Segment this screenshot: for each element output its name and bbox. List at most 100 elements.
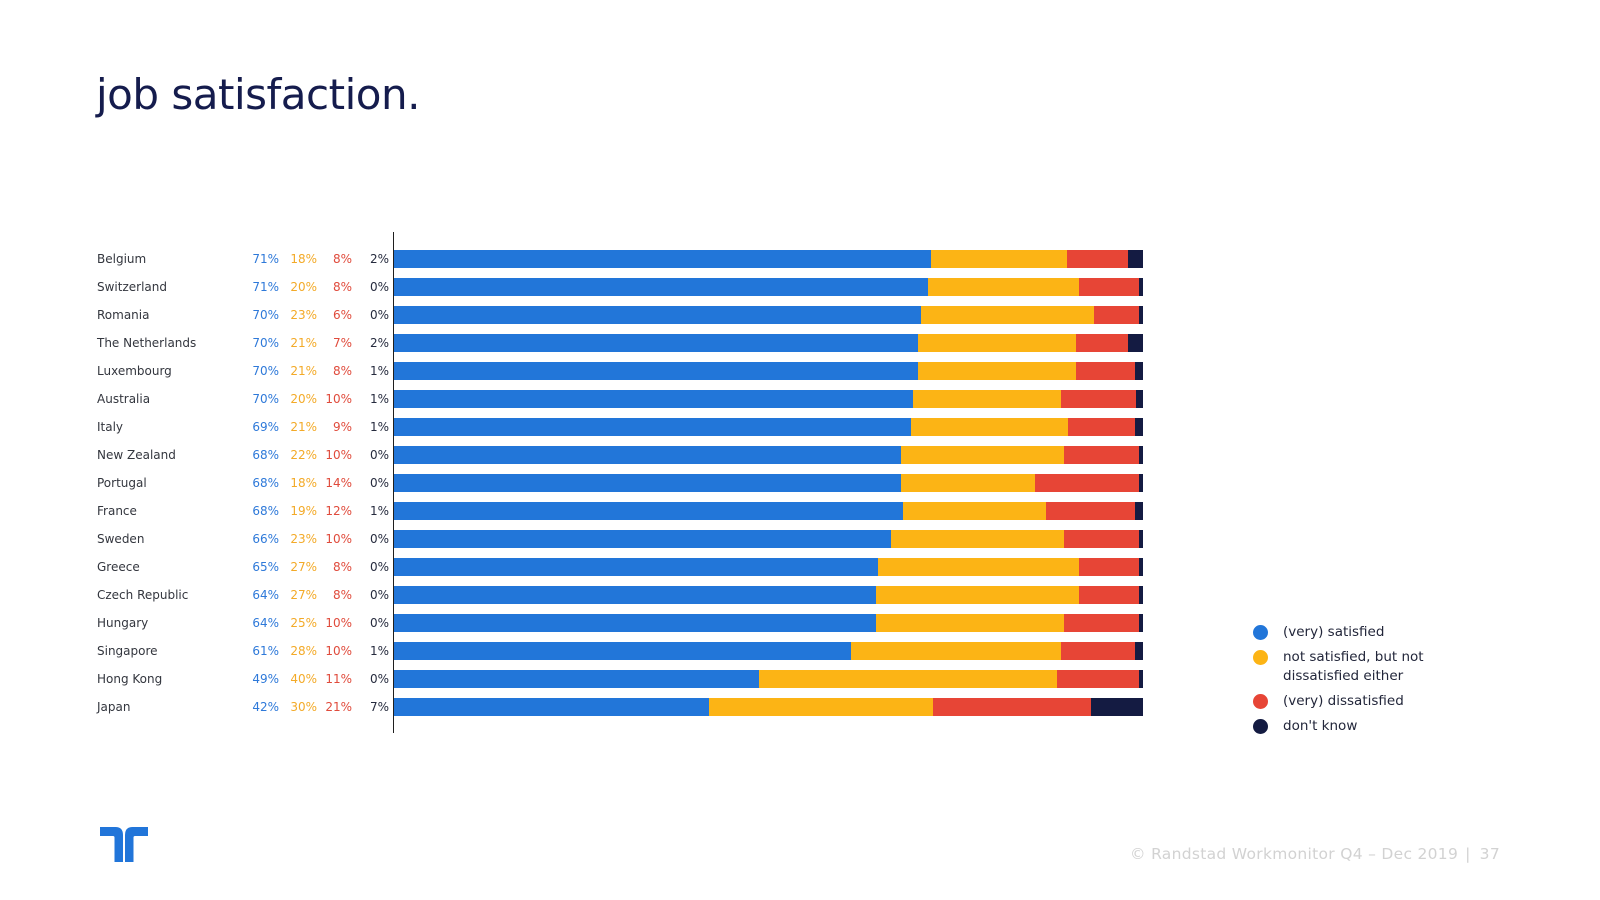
value-dont-know: 0% — [369, 616, 389, 630]
chart-row: Italy 69% 21% 9% 1% — [97, 413, 1143, 441]
bar-segment-dissatisfied — [1078, 278, 1139, 296]
stacked-bar — [394, 446, 1143, 464]
country-label: Australia — [97, 392, 151, 406]
bar-segment-neutral — [931, 250, 1068, 268]
value-dont-know: 1% — [369, 420, 389, 434]
legend-label: (very) dissatisfied — [1283, 693, 1404, 709]
value-dissatisfied: 8% — [332, 560, 352, 574]
value-neutral: 30% — [290, 700, 317, 714]
bar-segment-dont-know — [1135, 642, 1143, 660]
bar-segment-dont-know — [1135, 418, 1143, 436]
bar-segment-dont-know — [1138, 278, 1143, 296]
chart-row: Hungary 64% 25% 10% 0% — [97, 609, 1143, 637]
bar-segment-dont-know — [1138, 446, 1143, 464]
chart-row: Luxembourg 70% 21% 8% 1% — [97, 357, 1143, 385]
value-satisfied: 68% — [252, 476, 279, 490]
value-neutral: 21% — [290, 420, 317, 434]
value-satisfied: 70% — [252, 392, 279, 406]
value-dont-know: 2% — [369, 336, 389, 350]
value-dont-know: 0% — [369, 588, 389, 602]
country-label: The Netherlands — [97, 336, 197, 350]
bar-segment-satisfied — [394, 586, 876, 604]
bar-segment-dont-know — [1138, 614, 1143, 632]
value-satisfied: 66% — [252, 532, 279, 546]
bar-segment-neutral — [850, 642, 1061, 660]
value-dont-know: 0% — [369, 672, 389, 686]
value-dissatisfied: 8% — [332, 252, 352, 266]
stacked-bar — [394, 362, 1143, 380]
bar-segment-dissatisfied — [1060, 642, 1136, 660]
chart-row: Sweden 66% 23% 10% 0% — [97, 525, 1143, 553]
footer-page-number: 37 — [1479, 845, 1500, 863]
value-dissatisfied: 10% — [325, 616, 352, 630]
bar-segment-dissatisfied — [1063, 530, 1139, 548]
value-satisfied: 68% — [252, 448, 279, 462]
legend: (very) satisfied not satisfied, but not d… — [1253, 623, 1468, 742]
bar-segment-dont-know — [1128, 334, 1143, 352]
value-satisfied: 61% — [252, 644, 279, 658]
bar-segment-dont-know — [1138, 670, 1143, 688]
value-satisfied: 64% — [252, 616, 279, 630]
value-dissatisfied: 14% — [325, 476, 352, 490]
country-label: Hong Kong — [97, 672, 163, 686]
bar-segment-satisfied — [394, 250, 932, 268]
chart-row: Hong Kong 49% 40% 11% 0% — [97, 665, 1143, 693]
value-dont-know: 0% — [369, 448, 389, 462]
legend-item: not satisfied, but not dissatisfied eith… — [1253, 648, 1468, 686]
bar-segment-satisfied — [394, 698, 709, 716]
bar-segment-satisfied — [394, 446, 901, 464]
bar-segment-neutral — [759, 670, 1058, 688]
stacked-bar — [394, 278, 1143, 296]
value-satisfied: 65% — [252, 560, 279, 574]
bar-segment-dont-know — [1135, 390, 1143, 408]
bar-segment-dont-know — [1135, 362, 1143, 380]
bar-segment-satisfied — [394, 278, 929, 296]
chart-rows: Belgium 71% 18% 8% 2% Switzerland 71% 20% 8% 0% Ro… — [97, 245, 1143, 721]
stacked-bar — [394, 558, 1143, 576]
bar-segment-neutral — [918, 362, 1076, 380]
bar-segment-satisfied — [394, 670, 760, 688]
legend-dot-icon — [1253, 625, 1268, 640]
stacked-bar — [394, 530, 1143, 548]
country-label: Italy — [97, 420, 124, 434]
bar-segment-satisfied — [394, 362, 919, 380]
value-dissatisfied: 10% — [325, 392, 352, 406]
value-dissatisfied: 10% — [325, 532, 352, 546]
bar-segment-neutral — [878, 558, 1080, 576]
country-label: Sweden — [97, 532, 145, 546]
bar-segment-neutral — [920, 306, 1094, 324]
stacked-bar — [394, 670, 1143, 688]
bar-segment-satisfied — [394, 418, 911, 436]
bar-segment-neutral — [910, 418, 1069, 436]
country-label: Greece — [97, 560, 140, 574]
value-neutral: 25% — [290, 616, 317, 630]
bar-segment-satisfied — [394, 530, 891, 548]
value-dont-know: 1% — [369, 504, 389, 518]
bar-segment-dissatisfied — [1061, 390, 1136, 408]
legend-dot-icon — [1253, 719, 1268, 734]
value-neutral: 18% — [290, 476, 317, 490]
bar-segment-dissatisfied — [1067, 250, 1128, 268]
country-label: Romania — [97, 308, 150, 322]
bar-segment-dont-know — [1138, 558, 1143, 576]
stacked-bar — [394, 418, 1143, 436]
value-dissatisfied: 8% — [332, 588, 352, 602]
bar-segment-neutral — [918, 334, 1076, 352]
value-neutral: 23% — [290, 308, 317, 322]
chart-row: Portugal 68% 18% 14% 0% — [97, 469, 1143, 497]
bar-segment-neutral — [875, 586, 1079, 604]
bar-segment-neutral — [913, 390, 1062, 408]
country-label: New Zealand — [97, 448, 176, 462]
bar-segment-neutral — [903, 502, 1046, 520]
footer-copyright: © Randstad Workmonitor Q4 – Dec 2019 — [1130, 845, 1459, 863]
value-dissatisfied: 21% — [325, 700, 352, 714]
value-dont-know: 0% — [369, 476, 389, 490]
country-label: Japan — [97, 700, 131, 714]
value-neutral: 28% — [290, 644, 317, 658]
value-dissatisfied: 6% — [332, 308, 352, 322]
value-dissatisfied: 8% — [332, 364, 352, 378]
bar-segment-neutral — [928, 278, 1079, 296]
stacked-bar — [394, 698, 1143, 716]
country-label: France — [97, 504, 137, 518]
bar-segment-dissatisfied — [1079, 558, 1139, 576]
